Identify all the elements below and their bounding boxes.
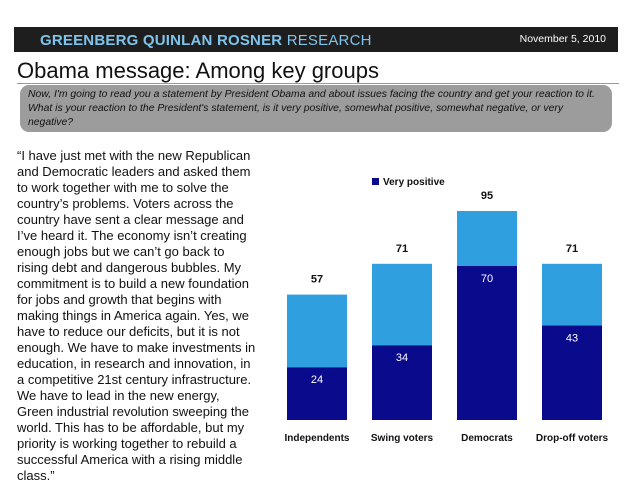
bar-somewhat-positive-swing-voters (372, 263, 432, 346)
bar-somewhat-positive-drop-off-voters (542, 263, 602, 326)
title-divider (17, 83, 619, 84)
data-label-very-positive-democrats: 70 (481, 273, 493, 285)
legend-swatch-very-positive (372, 178, 379, 185)
bar-very-positive-independents (287, 367, 347, 420)
category-label-independents: Independents (284, 433, 349, 444)
data-label-total-democrats: 95 (481, 190, 493, 202)
header-bar: GREENBERG QUINLAN ROSNER RESEARCH Novemb… (14, 27, 618, 52)
data-label-very-positive-independents: 24 (311, 374, 323, 386)
bar-somewhat-positive-democrats (457, 211, 517, 266)
slide-title: Obama message: Among key groups (17, 58, 379, 83)
brand-logo: GREENBERG QUINLAN ROSNER RESEARCH (40, 32, 372, 49)
category-label-swing-voters: Swing voters (371, 433, 434, 444)
bar-very-positive-democrats (457, 266, 517, 420)
data-label-very-positive-drop-off-voters: 43 (566, 332, 578, 344)
data-label-total-swing-voters: 71 (396, 243, 408, 255)
brand-suffix: RESEARCH (282, 32, 372, 49)
data-label-total-independents: 57 (311, 274, 323, 286)
brand-name: GREENBERG QUINLAN ROSNER (40, 32, 283, 49)
data-label-very-positive-swing-voters: 34 (396, 352, 408, 364)
bar-very-positive-swing-voters (372, 345, 432, 420)
bar-very-positive-drop-off-voters (542, 325, 602, 420)
header-date: November 5, 2010 (519, 33, 606, 45)
stacked-bar-chart: Very positive 24 57 Independents 34 71 Swing v… (284, 177, 609, 444)
obama-quote: “I have just met with the new Republican… (17, 148, 256, 483)
bar-somewhat-positive-independents (287, 294, 347, 368)
data-label-total-drop-off-voters: 71 (566, 243, 578, 255)
category-label-drop-off-voters: Drop-off voters (536, 433, 609, 444)
legend-label-very-positive: Very positive (383, 177, 445, 188)
question-box: Now, I'm going to read you a statement b… (20, 85, 612, 132)
category-label-democrats: Democrats (461, 433, 513, 444)
